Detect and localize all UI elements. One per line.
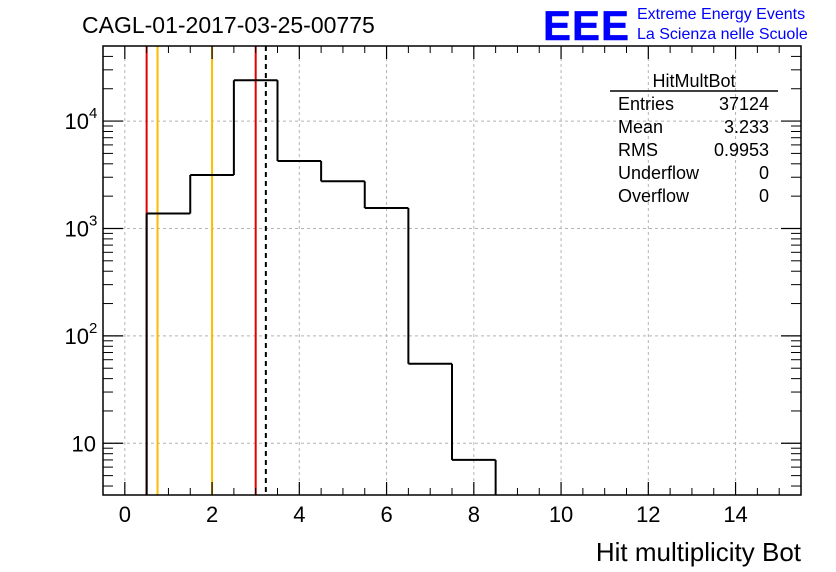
eee-logo-line2: La Scienza nelle Scuole — [637, 26, 808, 43]
stats-value: 0 — [759, 186, 769, 206]
x-axis: 0 2 4 6 8 10 12 14 — [102, 46, 802, 527]
y-tick-label: 10 — [65, 216, 89, 241]
y-tick-exponent: 4 — [89, 105, 97, 122]
histogram-bins — [145, 79, 497, 495]
stats-title: HitMultBot — [652, 71, 735, 91]
x-tick-label: 8 — [468, 502, 480, 527]
stats-label: Overflow — [618, 186, 690, 206]
x-tick-label: 6 — [380, 502, 392, 527]
y-tick-exponent: 3 — [89, 212, 97, 229]
y-tick-exponent: 2 — [89, 320, 97, 337]
stats-label: RMS — [618, 140, 658, 160]
run-title: CAGL-01-2017-03-25-00775 — [82, 12, 375, 38]
eee-logo-mark: EEE — [543, 2, 630, 49]
eee-logo: EEE Extreme Energy Events La Scienza nel… — [543, 2, 808, 50]
y-tick-label: 10 — [65, 324, 89, 349]
eee-logo-line1: Extreme Energy Events — [637, 6, 805, 23]
stats-label: Entries — [618, 94, 674, 114]
x-tick-label: 10 — [549, 502, 573, 527]
marker-lines — [145, 46, 267, 495]
x-axis-label: Hit multiplicity Bot — [596, 537, 802, 567]
stats-value: 0 — [759, 163, 769, 183]
stats-value: 37124 — [719, 94, 769, 114]
stats-label: Mean — [618, 117, 663, 137]
x-tick-label: 0 — [119, 502, 131, 527]
y-tick-label: 10 — [65, 109, 89, 134]
stats-label: Underflow — [618, 163, 700, 183]
x-tick-label: 14 — [723, 502, 747, 527]
y-tick-label: 10 — [72, 431, 96, 456]
x-tick-label: 2 — [206, 502, 218, 527]
x-tick-label: 4 — [293, 502, 305, 527]
stats-box: HitMultBot Entries 37124 Mean 3.233 RMS 0.995… — [610, 71, 778, 206]
stats-value: 3.233 — [724, 117, 769, 137]
stats-value: 0.9953 — [714, 140, 769, 160]
x-tick-label: 12 — [636, 502, 660, 527]
stats-rows: Entries 37124 Mean 3.233 RMS 0.9953 Underflow 0… — [618, 94, 769, 206]
